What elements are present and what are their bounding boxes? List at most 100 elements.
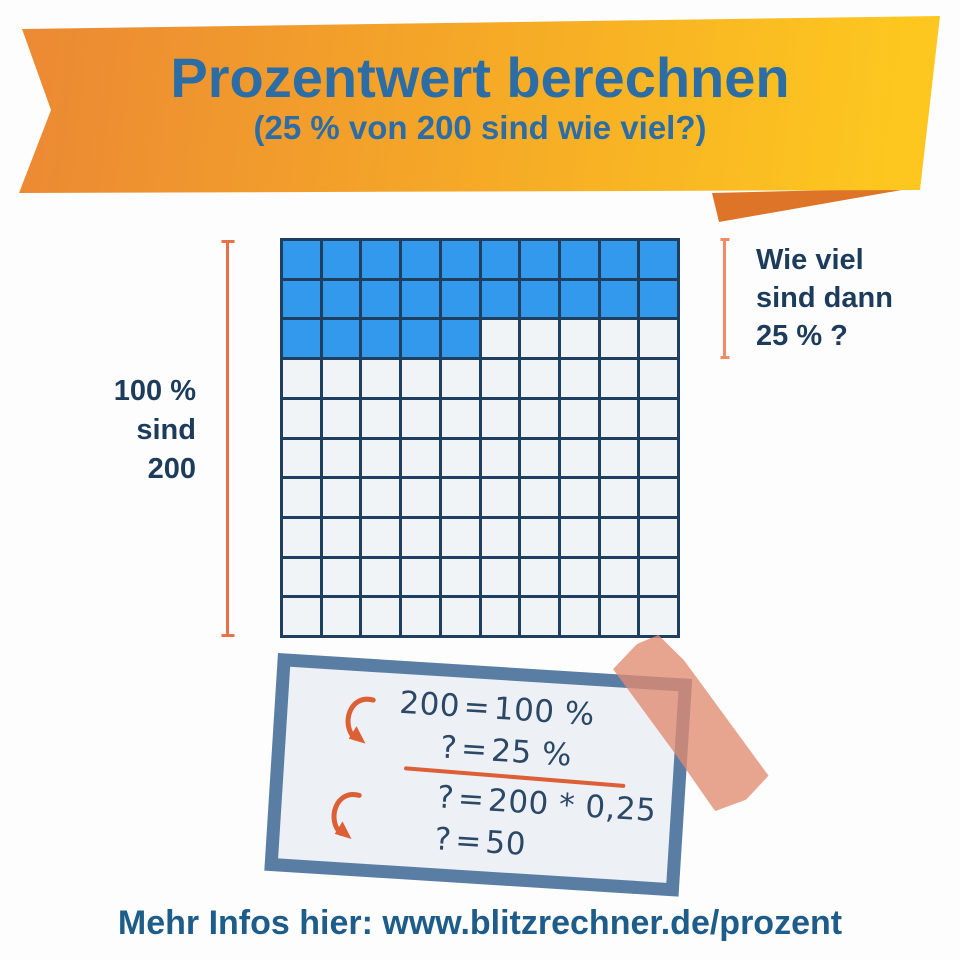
label-100-line1: 100 % bbox=[113, 375, 196, 407]
grid-cell bbox=[362, 558, 400, 596]
grid-cell bbox=[600, 558, 638, 596]
grid-cell bbox=[521, 598, 558, 635]
equation-3-equals: = bbox=[456, 780, 486, 819]
label-100-line2: sind bbox=[136, 414, 196, 446]
grid-cell bbox=[481, 399, 519, 437]
grid-cell bbox=[362, 320, 400, 358]
grid-cell bbox=[640, 558, 677, 596]
grid-cell bbox=[322, 241, 360, 278]
grid-cell bbox=[481, 558, 519, 596]
grid-cell bbox=[362, 280, 400, 318]
grid-cell bbox=[283, 439, 320, 477]
grid-cell bbox=[600, 241, 638, 278]
grid-cell bbox=[521, 399, 558, 437]
page-subtitle: (25 % von 200 sind wie viel?) bbox=[253, 109, 707, 146]
equation-2-lhs: ? bbox=[439, 729, 459, 767]
grid-cell bbox=[441, 479, 479, 516]
measure-line-100-percent bbox=[226, 240, 229, 637]
grid-cell bbox=[322, 598, 360, 635]
grid-cell bbox=[521, 241, 558, 278]
grid-cell bbox=[322, 558, 360, 596]
grid-cell bbox=[560, 320, 598, 358]
grid-cell bbox=[402, 280, 439, 318]
grid-cell bbox=[600, 360, 638, 397]
grid-cell bbox=[481, 280, 519, 318]
grid-cell bbox=[362, 598, 400, 635]
grid-cell bbox=[521, 360, 558, 397]
grid-cell bbox=[283, 479, 320, 516]
grid-cell bbox=[481, 360, 519, 397]
grid-cell bbox=[362, 439, 400, 477]
grid-cell bbox=[283, 518, 320, 556]
grid-cell bbox=[521, 558, 558, 596]
grid-cell bbox=[402, 399, 439, 437]
grid-cell bbox=[322, 280, 360, 318]
grid-cell bbox=[322, 439, 360, 477]
grid-cell bbox=[283, 558, 320, 596]
grid-cell bbox=[322, 479, 360, 516]
grid-cell bbox=[441, 439, 479, 477]
equation-4-lhs: ? bbox=[433, 821, 453, 859]
equation-3-rhs: 200 * 0,25 bbox=[487, 782, 658, 830]
label-100-line3: 200 bbox=[147, 453, 196, 485]
grid-cell bbox=[402, 360, 439, 397]
label-25-line1: Wie viel bbox=[756, 244, 864, 276]
grid-cell bbox=[600, 479, 638, 516]
grid-cell bbox=[402, 479, 439, 516]
grid-cell bbox=[600, 518, 638, 556]
equation-1-equals: = bbox=[462, 688, 492, 727]
grid-cell bbox=[560, 518, 598, 556]
grid-cell bbox=[441, 558, 479, 596]
grid-cell bbox=[640, 598, 677, 635]
label-100-percent: 100 % sind 200 bbox=[60, 372, 196, 489]
grid-cell bbox=[521, 439, 558, 477]
grid-cell bbox=[441, 241, 479, 278]
grid-cell bbox=[402, 598, 439, 635]
title-banner: Prozentwert berechnen (25 % von 200 sind… bbox=[19, 16, 940, 193]
grid-cell bbox=[600, 280, 638, 318]
label-25-line3: 25 % ? bbox=[756, 320, 848, 352]
grid-cell bbox=[322, 399, 360, 437]
grid-cell bbox=[362, 360, 400, 397]
grid-cell bbox=[481, 320, 519, 358]
grid-cell bbox=[481, 479, 519, 516]
equation-4-equals: = bbox=[454, 822, 483, 861]
grid-cell bbox=[600, 399, 638, 437]
grid-cell bbox=[402, 518, 439, 556]
page-title: Prozentwert berechnen bbox=[170, 46, 790, 109]
grid-cell bbox=[560, 479, 598, 516]
equation-2-rhs: 25 % bbox=[490, 732, 574, 774]
grid-cell bbox=[402, 320, 439, 358]
grid-cell bbox=[560, 241, 598, 278]
grid-cell bbox=[560, 598, 598, 635]
grid-cell bbox=[402, 439, 439, 477]
grid-cell bbox=[481, 241, 519, 278]
grid-cell bbox=[481, 439, 519, 477]
grid-cell bbox=[481, 598, 519, 635]
grid-cell bbox=[441, 280, 479, 318]
grid-cell bbox=[441, 598, 479, 635]
grid-cell bbox=[441, 320, 479, 358]
equation-3-lhs: ? bbox=[436, 779, 456, 817]
grid-cell bbox=[362, 518, 400, 556]
grid-cell bbox=[283, 360, 320, 397]
grid-cell bbox=[521, 280, 558, 318]
grid-cell bbox=[640, 439, 677, 477]
grid-cell bbox=[600, 320, 638, 358]
grid-cell bbox=[560, 399, 598, 437]
grid-cell bbox=[283, 280, 320, 318]
grid-cell bbox=[362, 399, 400, 437]
percent-grid bbox=[280, 238, 680, 638]
grid-cell bbox=[283, 399, 320, 437]
equation-4-rhs: 50 bbox=[484, 824, 528, 863]
grid-cell bbox=[521, 518, 558, 556]
grid-cell bbox=[640, 479, 677, 516]
grid-cell bbox=[362, 241, 400, 278]
equation-2-equals: = bbox=[459, 730, 489, 769]
label-25-percent: Wie viel sind dann 25 % ? bbox=[756, 241, 946, 355]
grid-cell bbox=[402, 241, 439, 278]
grid-cell bbox=[560, 439, 598, 477]
grid-cell bbox=[441, 399, 479, 437]
equation-1-rhs: 100 % bbox=[492, 690, 596, 733]
grid-cell bbox=[322, 320, 360, 358]
